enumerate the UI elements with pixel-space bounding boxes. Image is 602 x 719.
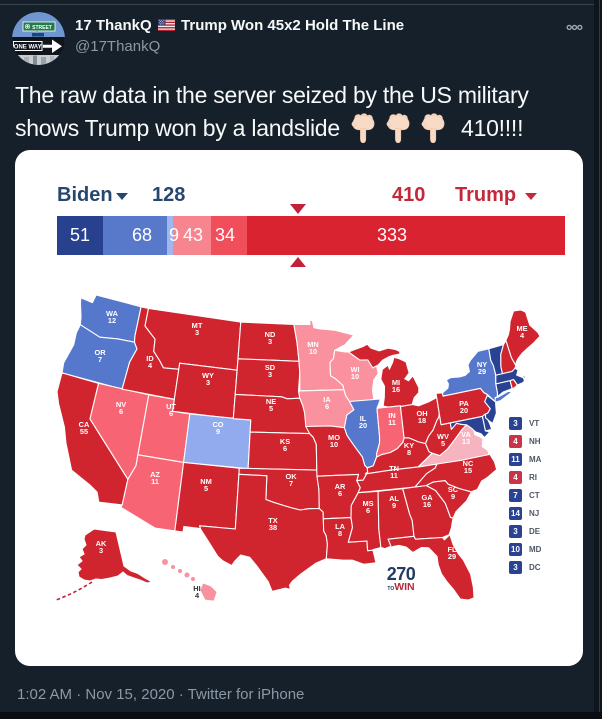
svg-text:NM5: NM 5 bbox=[200, 477, 212, 493]
svg-text:OK7: OK 7 bbox=[285, 472, 297, 488]
svg-text:UT6: UT 6 bbox=[166, 402, 176, 418]
svg-text:NE5: NE 5 bbox=[266, 397, 276, 413]
svg-text:LA8: LA 8 bbox=[335, 522, 346, 538]
svg-text:ID4: ID 4 bbox=[146, 354, 154, 370]
svg-text:NV6: NV 6 bbox=[116, 400, 126, 416]
svg-text:IA6: IA 6 bbox=[323, 395, 331, 411]
svg-text:KS6: KS 6 bbox=[280, 437, 290, 453]
svg-text:ME4: ME 4 bbox=[516, 324, 527, 340]
svg-text:MS6: MS 6 bbox=[362, 499, 373, 515]
svg-text:MT3: MT 3 bbox=[192, 321, 203, 337]
svg-text:KY8: KY 8 bbox=[404, 441, 414, 457]
svg-text:OR7: OR 7 bbox=[94, 348, 106, 364]
svg-text:STREET: STREET bbox=[32, 25, 52, 31]
svg-text:SD3: SD 3 bbox=[265, 363, 276, 379]
svg-text:AR6: AR 6 bbox=[335, 482, 346, 498]
svg-text:HI4: HI 4 bbox=[193, 584, 200, 600]
svg-text:AL9: AL 9 bbox=[389, 494, 399, 510]
svg-text:WV5: WV 5 bbox=[437, 432, 449, 448]
svg-text:ND3: ND 3 bbox=[265, 330, 276, 346]
svg-text:ONE WAY: ONE WAY bbox=[14, 45, 42, 51]
svg-text:Q: Q bbox=[25, 25, 30, 31]
svg-text:WY3: WY 3 bbox=[202, 371, 214, 387]
svg-text:AK3: AK 3 bbox=[96, 539, 107, 555]
svg-text:SC9: SC 9 bbox=[448, 485, 459, 501]
svg-text:CO9: CO 9 bbox=[212, 420, 223, 436]
